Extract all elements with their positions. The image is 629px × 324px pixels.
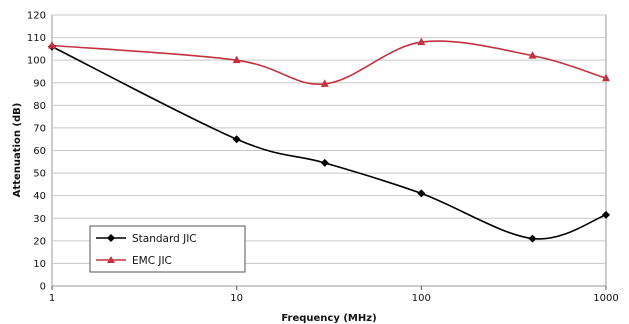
y-tick-label: 0: [40, 282, 46, 293]
y-tick-label: 40: [33, 191, 46, 202]
series-layer: [48, 37, 610, 243]
y-tick-label: 50: [33, 169, 46, 180]
data-point-emc-jic: [232, 55, 241, 64]
y-axis-label: Attenuation (dB): [12, 103, 23, 198]
data-point-standard-jic: [528, 234, 537, 243]
legend-box: [89, 225, 246, 273]
x-tick-label: 1: [49, 293, 55, 304]
legend-label-standard-jic: Standard JIC: [132, 233, 197, 245]
data-point-emc-jic: [48, 40, 56, 49]
data-point-emc-jic: [417, 37, 426, 46]
x-tick-label: 1000: [593, 293, 618, 304]
data-point-standard-jic: [320, 158, 329, 167]
legend-label-emc-jic: EMC JIC: [132, 255, 172, 267]
y-tick-label: 80: [33, 101, 46, 112]
x-tick-label: 10: [230, 293, 243, 304]
y-tick-label: 70: [33, 123, 46, 134]
data-point-standard-jic: [417, 189, 426, 198]
x-axis-ticks: 1 10 100 1000: [49, 286, 619, 304]
legend-marker-standard-jic: [107, 234, 115, 242]
legend: Standard JIC EMC JIC: [89, 225, 246, 273]
data-point-emc-jic: [528, 51, 537, 59]
data-point-emc-jic: [320, 79, 329, 87]
x-tick-label: 100: [412, 293, 431, 304]
y-tick-label: 10: [33, 259, 46, 270]
legend-marker-emc-jic: [107, 256, 115, 263]
y-tick-label: 30: [33, 214, 46, 225]
y-tick-label: 110: [27, 33, 46, 44]
y-axis-ticks: 0 10 20 30 40 50 60 70 80 90 100 110 120: [27, 11, 46, 293]
data-point-standard-jic: [232, 135, 241, 144]
data-point-emc-jic: [602, 73, 610, 82]
y-tick-label: 120: [27, 11, 46, 22]
y-tick-label: 20: [33, 236, 46, 247]
y-tick-label: 100: [27, 56, 46, 67]
y-tick-label: 90: [33, 78, 46, 89]
data-point-standard-jic: [602, 210, 610, 219]
x-axis-label: Frequency (MHz): [281, 313, 376, 324]
y-tick-label: 60: [33, 146, 46, 157]
